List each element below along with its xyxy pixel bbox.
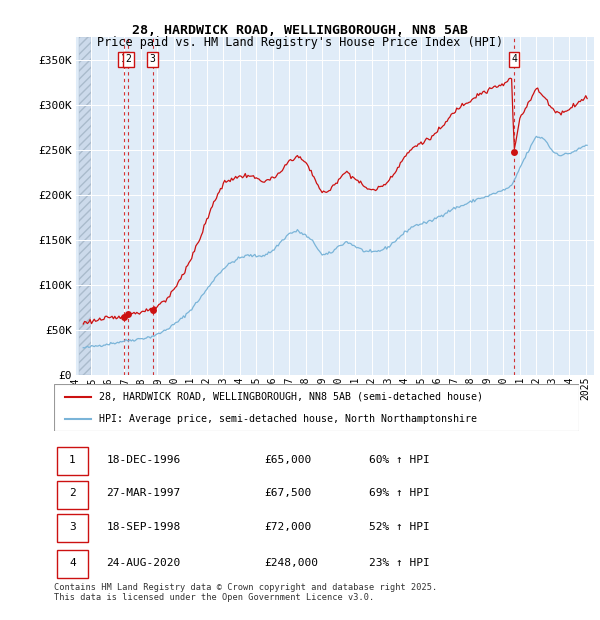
- Text: £67,500: £67,500: [264, 488, 311, 498]
- Text: 2: 2: [125, 54, 131, 64]
- Text: 1: 1: [69, 454, 76, 465]
- Text: 69% ↑ HPI: 69% ↑ HPI: [369, 488, 430, 498]
- Text: Contains HM Land Registry data © Crown copyright and database right 2025.
This d: Contains HM Land Registry data © Crown c…: [54, 583, 437, 602]
- FancyBboxPatch shape: [56, 480, 88, 508]
- Text: Price paid vs. HM Land Registry's House Price Index (HPI): Price paid vs. HM Land Registry's House …: [97, 36, 503, 49]
- Text: 23% ↑ HPI: 23% ↑ HPI: [369, 558, 430, 568]
- Text: HPI: Average price, semi-detached house, North Northamptonshire: HPI: Average price, semi-detached house,…: [98, 414, 476, 424]
- FancyBboxPatch shape: [56, 551, 88, 578]
- Text: 28, HARDWICK ROAD, WELLINGBOROUGH, NN8 5AB (semi-detached house): 28, HARDWICK ROAD, WELLINGBOROUGH, NN8 5…: [98, 392, 482, 402]
- Text: 18-DEC-1996: 18-DEC-1996: [107, 454, 181, 465]
- Text: 52% ↑ HPI: 52% ↑ HPI: [369, 521, 430, 532]
- Text: 28, HARDWICK ROAD, WELLINGBOROUGH, NN8 5AB: 28, HARDWICK ROAD, WELLINGBOROUGH, NN8 5…: [132, 24, 468, 37]
- FancyBboxPatch shape: [54, 384, 579, 431]
- Text: 4: 4: [69, 558, 76, 568]
- FancyBboxPatch shape: [56, 514, 88, 542]
- Text: 60% ↑ HPI: 60% ↑ HPI: [369, 454, 430, 465]
- Text: £65,000: £65,000: [264, 454, 311, 465]
- Text: £72,000: £72,000: [264, 521, 311, 532]
- Text: 1: 1: [121, 54, 127, 64]
- Text: 18-SEP-1998: 18-SEP-1998: [107, 521, 181, 532]
- Text: 3: 3: [69, 521, 76, 532]
- Bar: [79, 37, 91, 375]
- FancyBboxPatch shape: [56, 447, 88, 475]
- Text: 24-AUG-2020: 24-AUG-2020: [107, 558, 181, 568]
- Text: 4: 4: [511, 54, 517, 64]
- Text: 2: 2: [69, 488, 76, 498]
- Text: 3: 3: [149, 54, 155, 64]
- Text: £248,000: £248,000: [264, 558, 318, 568]
- Text: 27-MAR-1997: 27-MAR-1997: [107, 488, 181, 498]
